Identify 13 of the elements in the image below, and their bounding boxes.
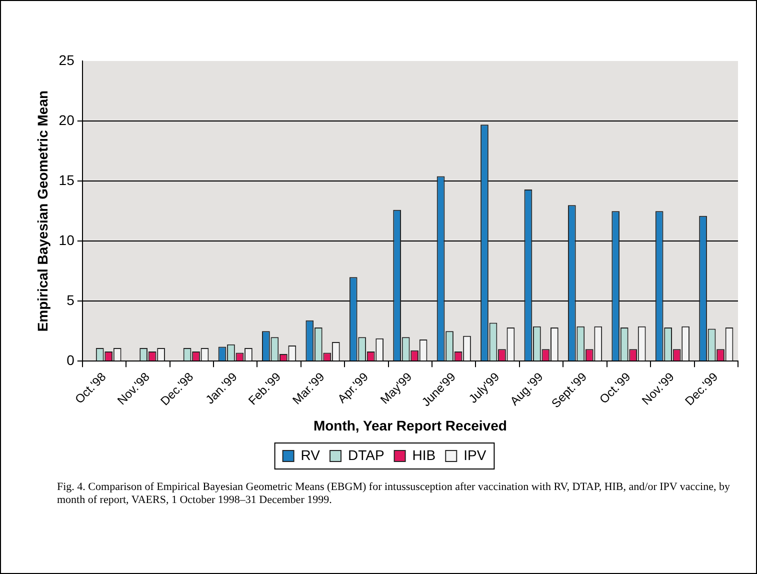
legend-label: HIB — [412, 446, 436, 463]
caption: Fig. 4. Comparison of Empirical Bayesian Geometric Means (EBGM) for intussusception after vaccination with RV, DTAP, HIB, and/or IPV vaccine, by month of report, VAERS, 1 October 1998–31 December 1999. — [57, 481, 731, 507]
y-tick-label: 25 — [58, 52, 75, 68]
y-tick-label: 0 — [66, 352, 75, 368]
legend-label: DTAP — [348, 446, 384, 463]
x-axis-title: Month, Year Report Received — [313, 417, 507, 434]
legend-label: IPV — [464, 446, 487, 463]
y-axis-title: Empirical Bayesian Geometric Mean — [34, 90, 50, 332]
y-tick-label: 15 — [58, 172, 75, 188]
y-tick-label: 5 — [66, 292, 75, 308]
y-tick-label: 10 — [58, 232, 75, 248]
legend-label: RV — [300, 446, 321, 463]
y-tick-label: 20 — [58, 112, 75, 128]
